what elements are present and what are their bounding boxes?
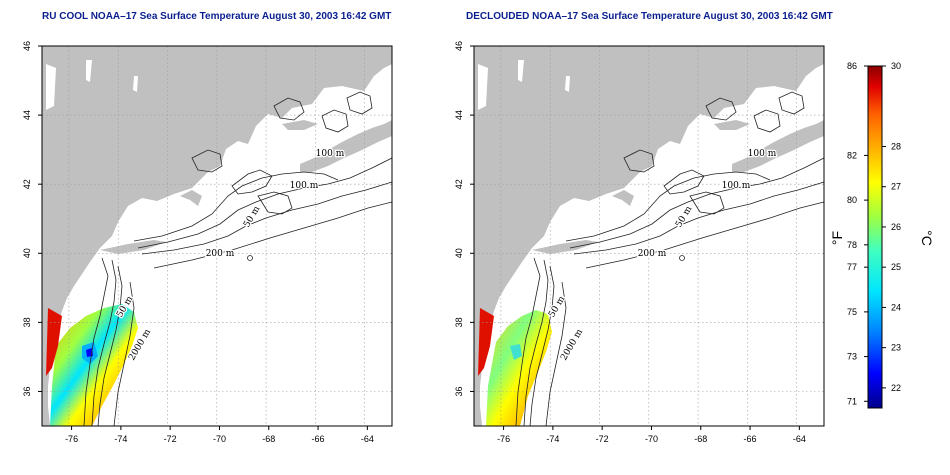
- right-sst-overlay: [486, 310, 552, 426]
- left-lat-tick-label: 42: [22, 179, 32, 189]
- right-lon-tick-label: -70: [645, 434, 658, 444]
- left-lon-tick-label: -74: [114, 434, 127, 444]
- left-map-title: RU COOL NOAA–17 Sea Surface Temperature …: [42, 11, 392, 22]
- right-contour-label: 200 m: [638, 249, 667, 259]
- left-lon-tick-label: -66: [312, 434, 325, 444]
- colorbar-fahrenheit-unit: °F: [829, 231, 845, 245]
- right-map-title: DECLOUDED NOAA–17 Sea Surface Temperatur…: [466, 11, 833, 22]
- right-lon-tick-label: -72: [596, 434, 609, 444]
- left-lon-tick-label: -76: [65, 434, 78, 444]
- right-lat-tick-label: 40: [454, 248, 464, 258]
- colorbar-celsius-tick-label: 22: [891, 383, 901, 393]
- colorbar-fahrenheit-tick-label: 86: [847, 61, 857, 71]
- right-lon-tick-label: -68: [694, 434, 707, 444]
- colorbar-fahrenheit-tick-label: 71: [847, 396, 857, 406]
- left-lat-tick-label: 40: [22, 248, 32, 258]
- right-lat-tick-label: 38: [454, 317, 464, 327]
- colorbar-celsius-unit: °C: [919, 230, 935, 246]
- colorbar-fahrenheit-tick-label: 82: [847, 150, 857, 160]
- right-lon-tick-label: -66: [744, 434, 757, 444]
- colorbar-celsius-tick-label: 26: [891, 222, 901, 232]
- right-lon-tick-label: -64: [793, 434, 806, 444]
- left-lat-tick-label: 46: [22, 41, 32, 51]
- colorbar-celsius-tick-label: 28: [891, 141, 901, 151]
- colorbar-fahrenheit-tick-label: 73: [847, 352, 857, 362]
- left-lon-tick-label: -68: [262, 434, 275, 444]
- colorbar-fahrenheit-tick-label: 80: [847, 195, 857, 205]
- left-lat-tick-label: 36: [22, 386, 32, 396]
- left-contour-label: 200 m: [206, 249, 235, 259]
- colorbar: [867, 65, 883, 409]
- right-lat-tick-label: 46: [454, 41, 464, 51]
- right-lat-tick-label: 42: [454, 179, 464, 189]
- left-contour-label: 100 m: [290, 181, 319, 191]
- colorbar-celsius-tick-label: 23: [891, 343, 901, 353]
- left-lat-tick-label: 44: [22, 110, 32, 120]
- colorbar-fahrenheit-tick-label: 75: [847, 307, 857, 317]
- right-lon-tick-label: -74: [546, 434, 559, 444]
- right-lon-tick-label: -76: [497, 434, 510, 444]
- colorbar-celsius-tick-label: 30: [891, 61, 901, 71]
- colorbar-celsius-tick-label: 27: [891, 182, 901, 192]
- colorbar-fahrenheit-tick-label: 78: [847, 240, 857, 250]
- left-contour-label: 100 m: [316, 149, 345, 159]
- left-sst-overlay: [50, 304, 138, 426]
- left-map-panel: [41, 45, 393, 427]
- left-lon-tick-label: -72: [164, 434, 177, 444]
- colorbar-celsius-tick-label: 24: [891, 302, 901, 312]
- left-lon-tick-label: -64: [361, 434, 374, 444]
- left-lon-tick-label: -70: [213, 434, 226, 444]
- colorbar-celsius-tick-label: 25: [891, 262, 901, 272]
- right-lat-tick-label: 36: [454, 386, 464, 396]
- colorbar-fahrenheit-tick-label: 77: [847, 262, 857, 272]
- right-lat-tick-label: 44: [454, 110, 464, 120]
- right-contour-label: 100 m: [722, 181, 751, 191]
- right-contour-label: 100 m: [748, 149, 777, 159]
- left-lat-tick-label: 38: [22, 317, 32, 327]
- right-map-panel: [473, 45, 825, 427]
